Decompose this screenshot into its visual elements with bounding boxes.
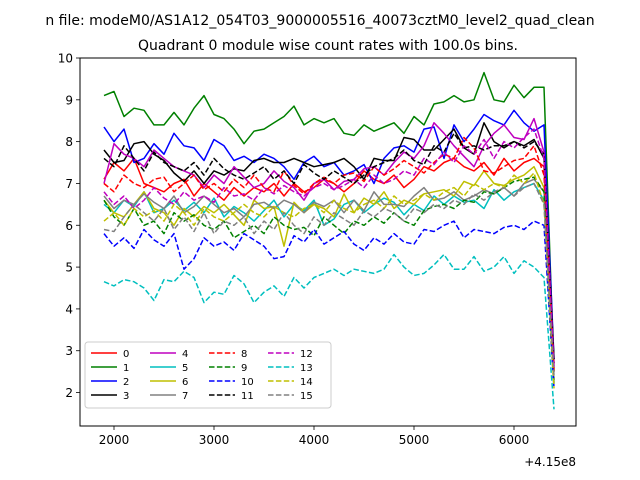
legend-label-10: 10 [241,377,254,388]
y-axis: 2 3 4 5 6 7 8 9 10 [58,52,80,400]
series-line-13 [103,253,555,410]
legend-label-15: 15 [300,391,313,402]
x-tick-label: 5000 [399,433,430,447]
legend-label-9: 9 [241,363,247,374]
series-line-15 [103,182,555,376]
legend-label-2: 2 [123,377,129,388]
y-tick-label: 2 [65,386,73,400]
series-line-12 [103,128,555,368]
chart-title: Quadrant 0 module wise count rates with … [138,38,518,54]
legend-label-12: 12 [300,349,313,360]
series-line-8 [103,136,555,372]
y-tick-label: 6 [65,219,73,233]
x-tick-label: 2000 [99,433,130,447]
legend-label-8: 8 [241,349,247,360]
legend-label-7: 7 [182,391,188,402]
series-line-0 [103,157,555,364]
series-line-10 [103,220,555,389]
legend-label-5: 5 [182,363,188,374]
y-tick-label: 8 [65,135,73,149]
y-tick-label: 9 [65,93,73,107]
series-layer [103,71,555,410]
legend-label-6: 6 [182,377,188,388]
y-tick-label: 4 [65,302,73,316]
series-line-11 [103,132,555,364]
x-axis-offset-label: +4.15e8 [524,455,576,469]
x-tick-label: 3000 [199,433,230,447]
x-tick-label: 4000 [299,433,330,447]
series-line-14 [103,172,555,389]
figure-suptitle: n file: modeM0/AS1A12_054T03_9000005516_… [45,13,594,29]
y-tick-label: 7 [65,177,73,191]
y-tick-label: 5 [65,261,73,275]
legend-label-14: 14 [300,377,313,388]
axes-frame [79,57,577,427]
legend-label-11: 11 [241,391,254,402]
series-line-1 [103,71,555,372]
y-tick-label: 3 [65,344,73,358]
legend-label-13: 13 [300,363,313,374]
legend-label-1: 1 [123,363,129,374]
series-line-2 [103,109,555,360]
series-line-3 [103,122,555,360]
legend-label-3: 3 [123,391,129,402]
legend-label-4: 4 [182,349,188,360]
x-axis: 2000 3000 4000 5000 6000 [99,426,530,447]
x-tick-label: 6000 [499,433,530,447]
series-line-7 [103,178,555,381]
legend-label-0: 0 [123,349,129,360]
y-tick-label: 10 [58,52,73,66]
legend-frame [84,341,332,409]
